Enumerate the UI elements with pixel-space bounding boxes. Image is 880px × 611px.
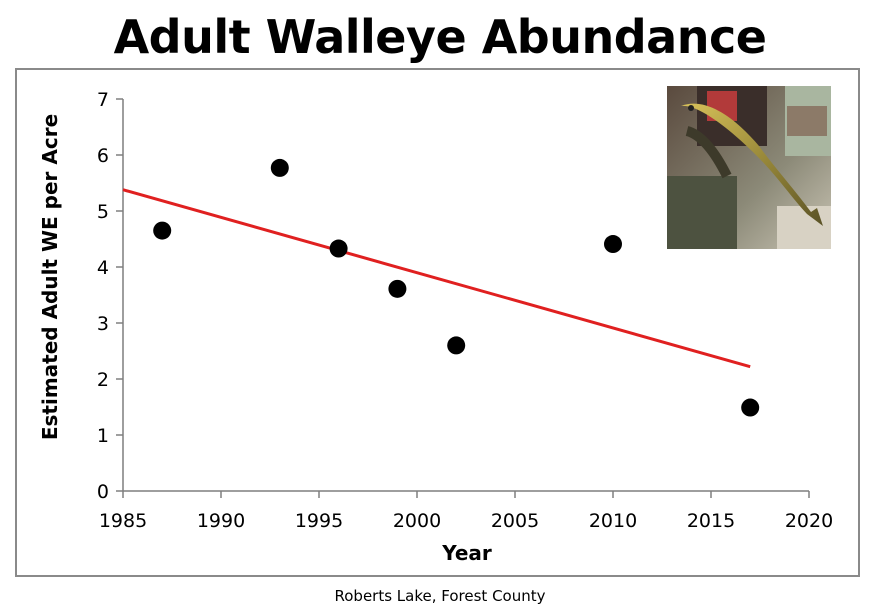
data-point xyxy=(447,336,466,355)
x-tick-label: 1985 xyxy=(99,510,147,532)
data-point xyxy=(604,235,622,254)
chart-title: Adult Walleye Abundance xyxy=(113,10,767,64)
y-tick-label: 4 xyxy=(97,257,109,279)
y-tick-label: 7 xyxy=(97,89,109,111)
points-layer xyxy=(153,158,760,417)
x-tick-label: 2015 xyxy=(687,510,735,532)
x-tick-label: 2020 xyxy=(785,510,833,532)
y-tick-label: 5 xyxy=(97,201,109,223)
trendline-layer xyxy=(122,188,751,369)
x-tick-label: 2000 xyxy=(393,510,441,532)
y-tick-label: 6 xyxy=(97,145,109,167)
y-tick-label: 1 xyxy=(97,425,109,447)
axes: 0 1 2 3 4 5 6 7 1985 1990 1995 2000 2005 2010 2015 2020 xyxy=(97,89,833,532)
x-tick-label: 1995 xyxy=(295,510,343,532)
data-point xyxy=(741,398,760,417)
data-point xyxy=(329,239,348,258)
y-tick-label: 0 xyxy=(97,481,109,503)
x-tick-label: 1990 xyxy=(197,510,245,532)
chart-frame xyxy=(15,68,860,577)
x-tick-label: 2005 xyxy=(491,510,539,532)
y-tick-label: 3 xyxy=(97,313,109,335)
y-tick-label: 2 xyxy=(97,369,109,391)
data-point xyxy=(270,158,289,177)
walleye-photo xyxy=(667,86,831,249)
y-axis-label: Estimated Adult WE per Acre xyxy=(38,114,62,440)
data-point xyxy=(153,221,172,240)
data-point xyxy=(388,279,407,298)
x-axis-label: Year xyxy=(441,541,492,565)
x-tick-label: 2010 xyxy=(589,510,637,532)
chart-caption: Roberts Lake, Forest County xyxy=(334,587,546,605)
trendline xyxy=(122,188,751,369)
